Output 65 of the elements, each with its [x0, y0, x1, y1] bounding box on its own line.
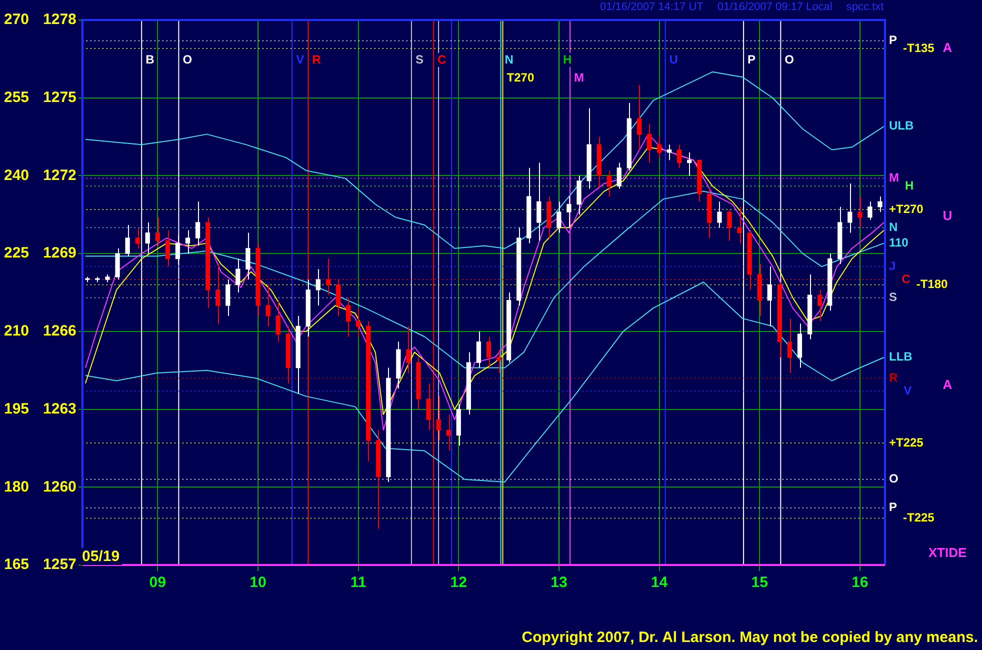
- ref-line-label: P: [889, 500, 898, 514]
- x-tick-label: 11: [350, 574, 366, 592]
- x-tick-label: 13: [550, 574, 568, 592]
- ref-line-label: +T225: [889, 435, 924, 450]
- ref-line-label: B: [146, 52, 155, 66]
- ref-line-label: C: [902, 272, 911, 286]
- ref-line-label: -T180: [916, 277, 948, 292]
- y-tick-label: 1278: [43, 11, 76, 28]
- y2-tick-label: 195: [4, 400, 30, 418]
- ref-line-label: J: [889, 258, 896, 273]
- ref-line-label: H: [562, 52, 572, 66]
- ref-line-label: C: [438, 52, 447, 66]
- y-tick-label: 1263: [43, 400, 76, 418]
- y-tick-label: 1272: [43, 166, 76, 184]
- ref-line-label: O: [182, 52, 192, 66]
- y2-tick-label: 225: [4, 244, 30, 262]
- ref-line-label: R: [312, 52, 322, 66]
- ref-line-label: S: [889, 290, 898, 304]
- x-tick-label: 14: [650, 574, 668, 592]
- text: 01/16/2007 14:17 UT: [600, 1, 704, 13]
- y-tick-label: 1257: [43, 556, 76, 574]
- ref-line-label: O: [889, 472, 898, 486]
- ref-line-label: V: [296, 52, 304, 66]
- ref-line-label: M: [889, 170, 899, 185]
- text: Copyright 2007, Dr. Al Larson. May not be copied by any means.: [522, 629, 978, 646]
- series-label: LLB: [889, 350, 913, 364]
- ref-line-label: T270: [506, 70, 534, 84]
- ref-line-label: U: [669, 52, 678, 66]
- text: 01/16/2007 09:17 Local: [717, 1, 832, 13]
- y2-tick-label: 240: [4, 166, 30, 184]
- ref-line-label: M: [574, 70, 584, 84]
- series-label: ULB: [889, 118, 914, 133]
- ref-line-label: H: [904, 178, 914, 192]
- ref-line-label: S: [415, 52, 424, 66]
- ref-line-label: R: [889, 370, 898, 384]
- ref-line-label: N: [889, 220, 898, 234]
- y2-tick-label: 270: [4, 11, 30, 28]
- y-tick-label: 1275: [43, 89, 76, 106]
- text: spcc.txt: [846, 1, 884, 13]
- x-tick-label: 12: [450, 574, 467, 592]
- text: XTIDE: [928, 544, 967, 560]
- y2-tick-label: 165: [4, 556, 30, 574]
- x-tick-label: 09: [149, 574, 166, 592]
- ref-line-label: O: [784, 52, 794, 66]
- y-tick-label: 1260: [43, 478, 76, 496]
- y2-tick-label: 255: [4, 89, 30, 106]
- text: A: [942, 40, 952, 55]
- y-tick-label: 1269: [43, 244, 76, 262]
- ref-line-label: N: [504, 52, 514, 66]
- ref-line-label: -T135: [903, 40, 935, 55]
- y2-tick-label: 210: [4, 322, 30, 340]
- y2-tick-label: 180: [4, 478, 30, 496]
- y-tick-label: 1266: [43, 322, 76, 340]
- ref-line-label: V: [904, 383, 912, 398]
- ref-line-label: +T270: [889, 202, 924, 216]
- x-tick-label: 10: [250, 574, 266, 592]
- text: U: [942, 208, 952, 224]
- x-axis-title: 05/19: [80, 548, 122, 565]
- x-tick-label: 16: [852, 574, 868, 592]
- text: A: [942, 376, 952, 392]
- x-tick-label: 15: [751, 574, 768, 592]
- ref-line-label: P: [889, 33, 898, 48]
- ref-line-label: -T225: [903, 510, 935, 525]
- series-label: 110: [889, 236, 909, 250]
- ref-line-label: P: [748, 52, 756, 66]
